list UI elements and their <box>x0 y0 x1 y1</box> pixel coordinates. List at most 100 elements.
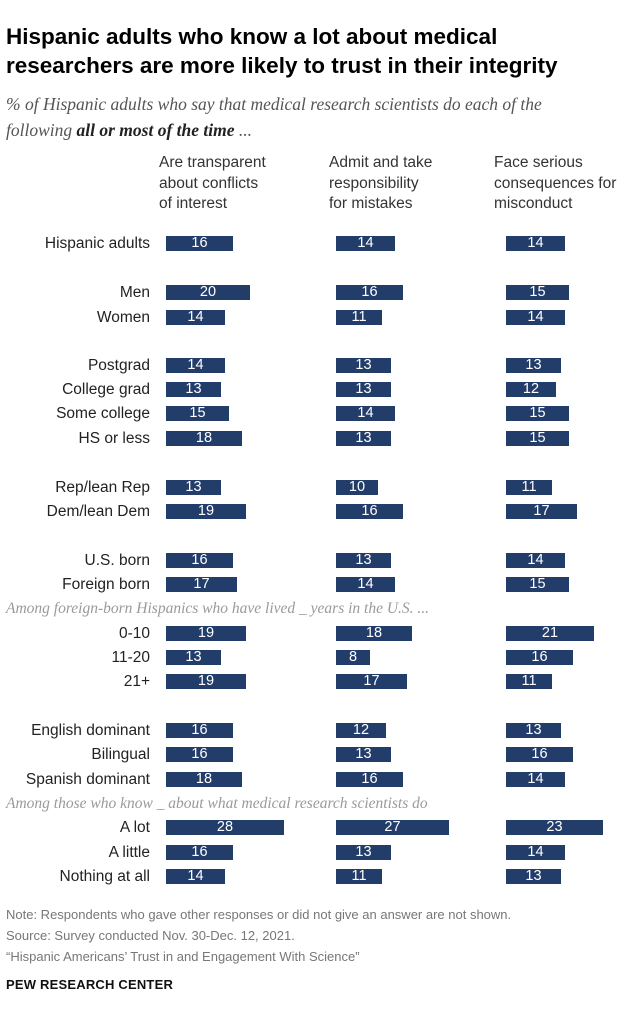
bar-series-1 <box>166 772 242 787</box>
data-label-series-1: 13 <box>185 479 202 495</box>
section-label-2: Among those who know _ about what medica… <box>6 795 428 812</box>
row-label: 0-10 <box>118 625 150 642</box>
bar-series-3 <box>506 236 565 251</box>
data-label-series-2: 8 <box>348 649 358 665</box>
data-label-series-1: 16 <box>191 235 208 251</box>
data-label-series-2: 12 <box>352 722 370 738</box>
data-label-series-3: 11 <box>521 673 537 689</box>
bar-series-3 <box>506 650 573 665</box>
bar-series-2 <box>336 626 412 641</box>
data-label-series-2: 10 <box>348 479 366 495</box>
data-label-series-1: 14 <box>187 309 204 325</box>
bar-series-1 <box>166 650 221 665</box>
data-label-series-1: 13 <box>185 381 202 397</box>
data-label-series-1: 19 <box>197 503 215 519</box>
bar-series-1 <box>166 845 233 860</box>
bar-series-2 <box>336 406 395 421</box>
row-label: College grad <box>62 381 150 398</box>
bar-series-3 <box>506 820 603 835</box>
bar-series-3 <box>506 845 565 860</box>
bar-series-2 <box>336 236 395 251</box>
section-label-1: Among foreign-born Hispanics who have li… <box>6 600 430 617</box>
data-label-series-2: 17 <box>363 673 380 689</box>
bar-series-1 <box>166 553 233 568</box>
data-label-series-1: 15 <box>189 405 206 421</box>
data-label-series-2: 27 <box>384 819 401 835</box>
bar-series-1 <box>166 382 221 397</box>
data-label-series-3: 16 <box>531 649 548 665</box>
bar-series-2 <box>336 285 403 300</box>
bar-series-3 <box>506 723 561 738</box>
data-label-series-3: 13 <box>525 357 542 373</box>
bar-series-3 <box>506 772 565 787</box>
data-label-series-3: 15 <box>529 430 546 446</box>
bar-series-1 <box>166 236 233 251</box>
data-label-series-1: 19 <box>197 625 215 641</box>
chart-subtitle-line-1: % of Hispanic adults who say that medica… <box>6 94 542 114</box>
data-label-series-2: 14 <box>357 405 374 421</box>
bar-series-1 <box>166 480 221 495</box>
row-label: Men <box>119 284 150 301</box>
bar-series-3 <box>506 382 556 397</box>
data-label-series-3: 15 <box>529 405 546 421</box>
data-label-series-3: 14 <box>527 235 544 251</box>
data-label-series-3: 17 <box>533 503 550 519</box>
row-label: Bilingual <box>91 746 150 763</box>
chart-title: Hispanic adults who know a lot about med… <box>6 22 638 80</box>
data-label-series-1: 18 <box>195 430 213 446</box>
bar-series-2 <box>336 431 391 446</box>
bar-series-2 <box>336 553 391 568</box>
chart-source: Source: Survey conducted Nov. 30-Dec. 12… <box>6 928 295 943</box>
subtitle-suffix: ... <box>234 120 252 140</box>
data-label-series-3: 14 <box>527 552 544 568</box>
bar-series-3 <box>506 406 569 421</box>
row-label: Some college <box>56 405 150 422</box>
bar-series-1 <box>166 406 229 421</box>
data-label-series-3: 21 <box>541 625 559 641</box>
data-label-series-1: 13 <box>185 649 202 665</box>
row-label: Hispanic adults <box>44 235 150 252</box>
data-label-series-3: 16 <box>531 746 548 762</box>
data-label-series-3: 23 <box>546 819 563 835</box>
bar-series-2 <box>336 358 391 373</box>
data-label-series-2: 11 <box>351 868 367 884</box>
bar-series-2 <box>336 650 370 665</box>
bar-series-3 <box>506 310 565 325</box>
bar-series-1 <box>166 431 242 446</box>
data-label-series-2: 16 <box>361 503 378 519</box>
column-header-3: Face serious consequences for misconduct <box>494 154 617 212</box>
column-header-2: Admit and take responsibility for mistak… <box>329 154 433 212</box>
bar-series-1 <box>166 285 250 300</box>
data-label-series-3: 14 <box>527 844 544 860</box>
bar-series-1 <box>166 869 225 884</box>
column-header-1: Are transparent about conflicts of inter… <box>159 154 266 212</box>
bar-series-2 <box>336 772 403 787</box>
bar-series-3 <box>506 747 573 762</box>
data-label-series-1: 19 <box>197 673 215 689</box>
bar-series-3 <box>506 869 561 884</box>
bar-series-1 <box>166 504 246 519</box>
data-label-series-1: 17 <box>193 576 210 592</box>
data-label-series-3: 15 <box>529 576 546 592</box>
bar-series-1 <box>166 674 246 689</box>
subtitle-prefix: following <box>6 120 77 140</box>
row-label: Women <box>96 309 150 326</box>
data-label-series-2: 13 <box>355 552 372 568</box>
chart-title-line-1: Hispanic adults who know a lot about med… <box>6 24 498 49</box>
brand-logo-text: PEW RESEARCH CENTER <box>6 977 174 992</box>
data-label-series-2: 16 <box>361 771 378 787</box>
bar-series-3 <box>506 431 569 446</box>
row-label: 21+ <box>123 673 150 690</box>
data-label-series-3: 12 <box>522 381 540 397</box>
row-label: Rep/lean Rep <box>55 479 150 496</box>
bar-series-2 <box>336 382 391 397</box>
data-label-series-1: 16 <box>191 722 208 738</box>
row-label: A little <box>108 844 150 861</box>
data-label-series-1: 14 <box>187 357 204 373</box>
row-label: A lot <box>119 819 150 836</box>
bar-series-3 <box>506 480 552 495</box>
data-label-series-3: 13 <box>525 868 542 884</box>
row-label: Postgrad <box>87 357 150 374</box>
data-label-series-1: 16 <box>191 746 208 762</box>
bar-series-3 <box>506 504 577 519</box>
